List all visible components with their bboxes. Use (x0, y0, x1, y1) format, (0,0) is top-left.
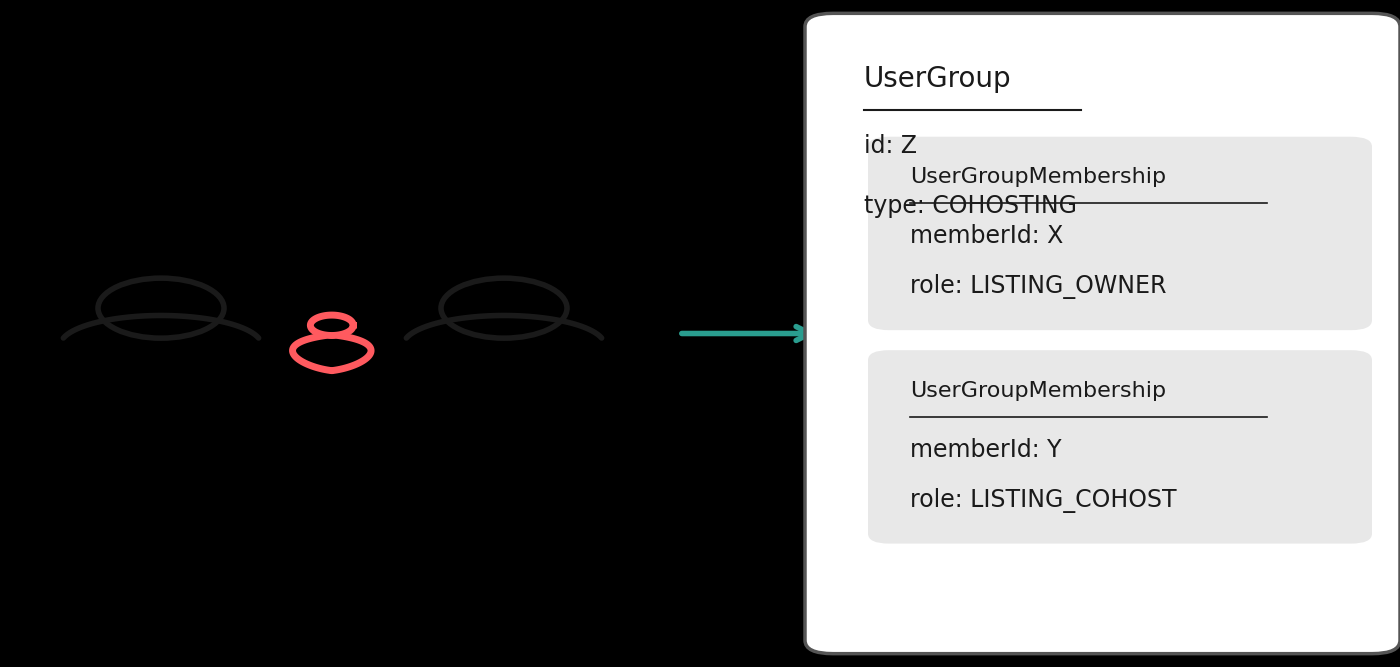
FancyBboxPatch shape (868, 350, 1372, 544)
Text: type: COHOSTING: type: COHOSTING (864, 195, 1077, 218)
Text: id: Z: id: Z (864, 135, 917, 158)
Text: memberId: X: memberId: X (910, 225, 1063, 248)
Text: memberId: Y: memberId: Y (910, 438, 1061, 462)
FancyBboxPatch shape (805, 13, 1400, 654)
Text: UserGroupMembership: UserGroupMembership (910, 167, 1166, 187)
Text: role: LISTING_OWNER: role: LISTING_OWNER (910, 275, 1166, 299)
Text: UserGroup: UserGroup (864, 65, 1011, 93)
Text: role: LISTING_COHOST: role: LISTING_COHOST (910, 488, 1176, 513)
Text: UserGroupMembership: UserGroupMembership (910, 381, 1166, 401)
FancyBboxPatch shape (868, 137, 1372, 330)
